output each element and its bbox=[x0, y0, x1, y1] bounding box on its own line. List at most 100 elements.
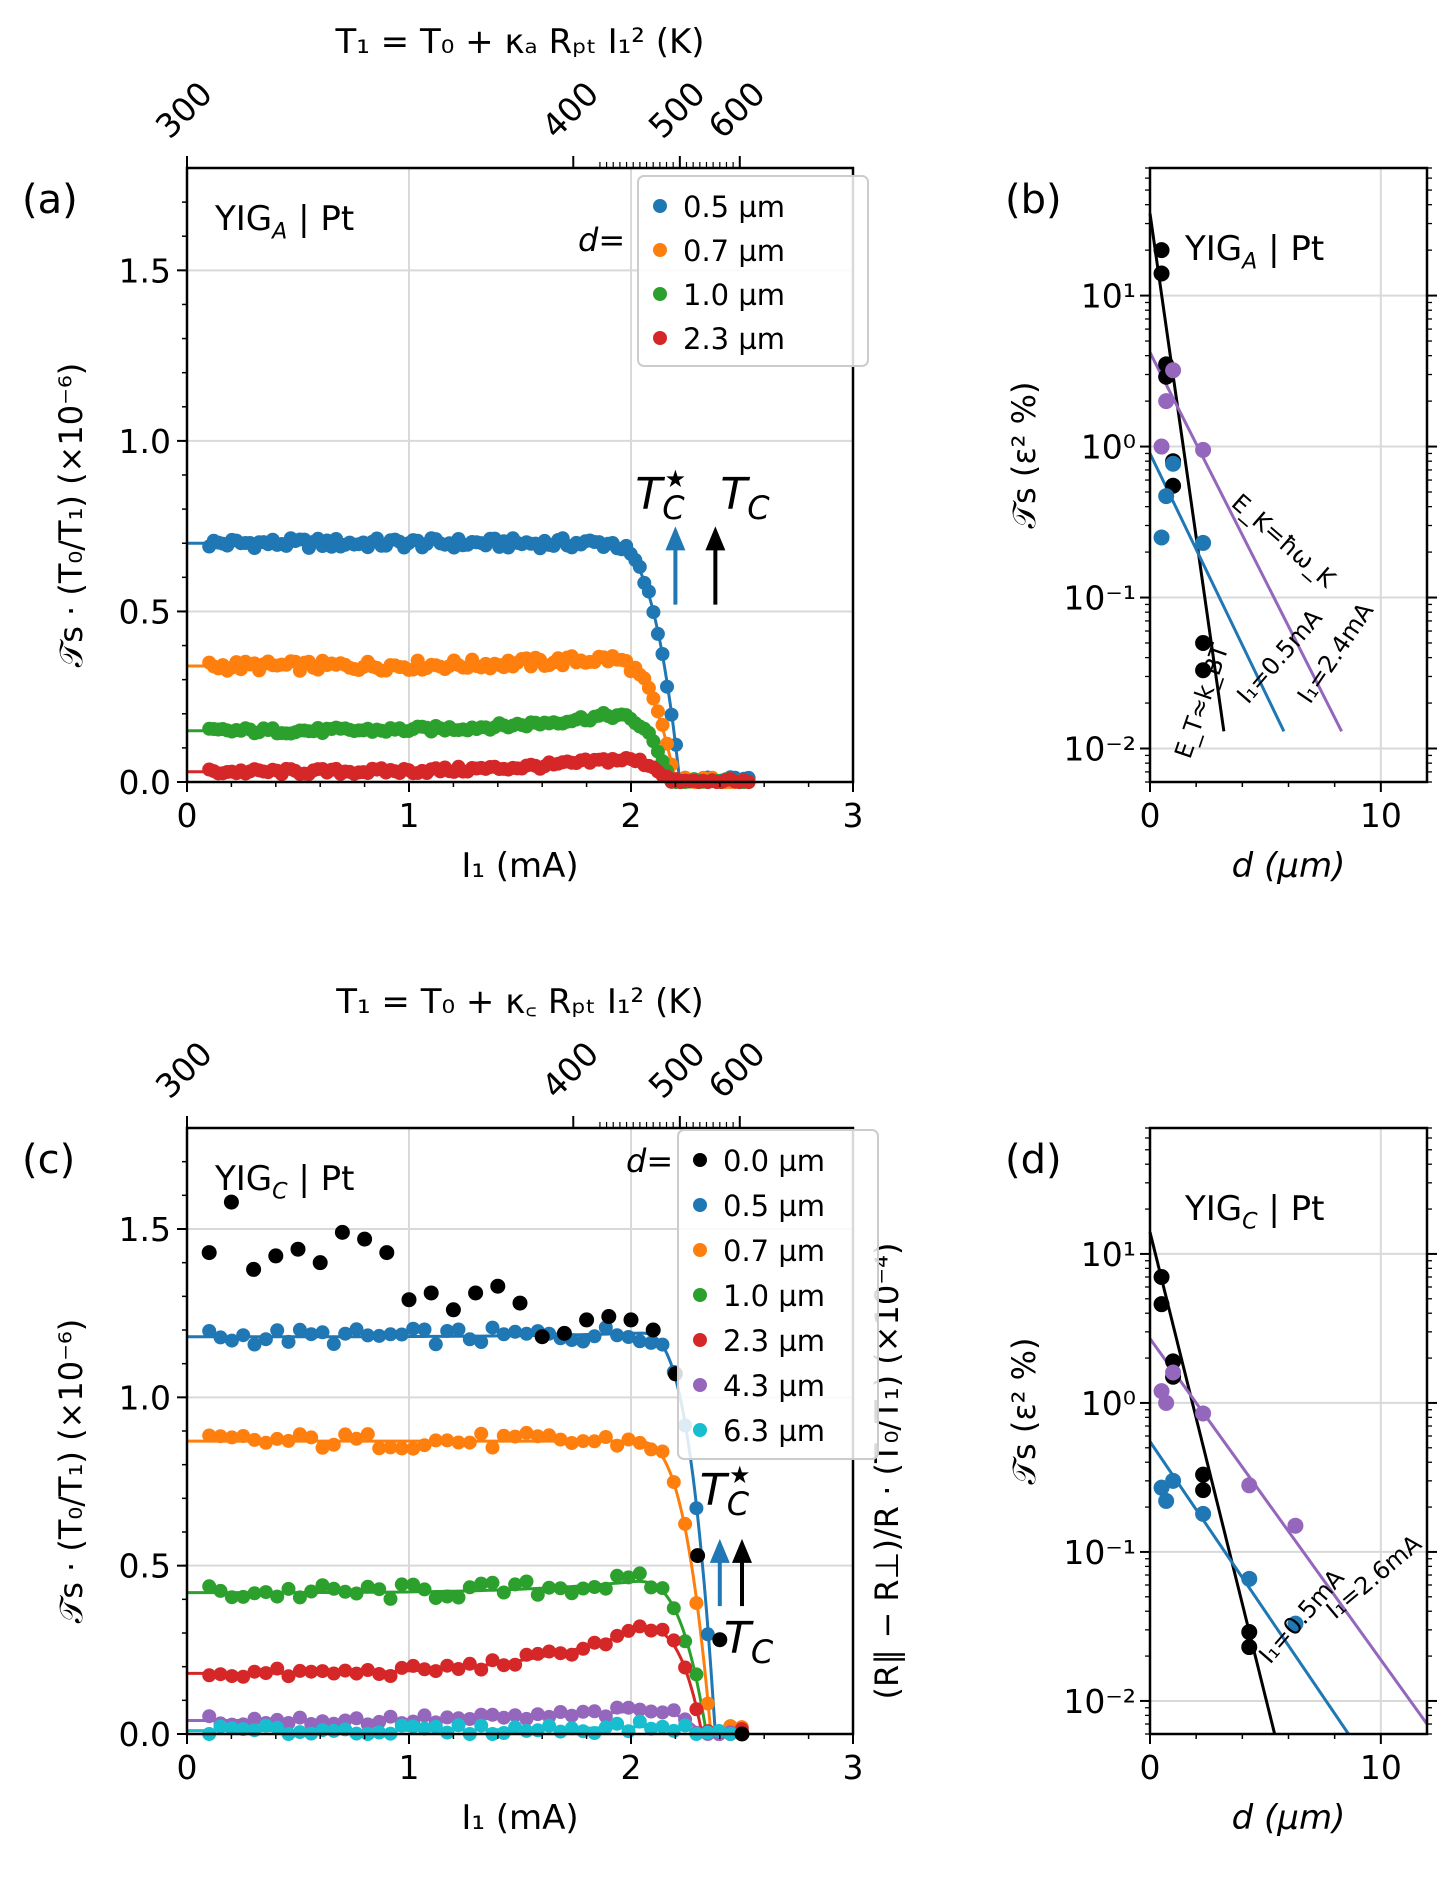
data-point-black bbox=[379, 1245, 395, 1261]
data-point-4 bbox=[360, 1663, 375, 1677]
y-tick-label: 1.0 bbox=[119, 422, 171, 461]
data-point-black bbox=[312, 1255, 328, 1271]
data-point-6 bbox=[564, 1721, 579, 1736]
data-point-4 bbox=[338, 1663, 353, 1678]
data-point-4 bbox=[678, 1660, 693, 1675]
data-point-2 bbox=[1287, 1615, 1304, 1632]
data-point-1 bbox=[315, 1325, 330, 1340]
data-point-1 bbox=[417, 1322, 432, 1337]
y-tick-label: 10⁰ bbox=[1081, 428, 1136, 467]
data-point-1 bbox=[655, 1337, 670, 1352]
data-point-3 bbox=[462, 1580, 477, 1595]
data-point-5 bbox=[553, 1705, 568, 1719]
data-point-1 bbox=[641, 680, 656, 695]
data-point-2 bbox=[326, 1437, 341, 1452]
data-point-3 bbox=[270, 1589, 285, 1604]
y-tick-label: 10⁻¹ bbox=[1063, 1533, 1136, 1572]
x-axis-label: I₁ (mA) bbox=[461, 846, 578, 886]
data-point-2 bbox=[247, 1432, 262, 1447]
data-point-6 bbox=[655, 1719, 670, 1734]
data-point-black bbox=[423, 1285, 439, 1301]
data-point-4 bbox=[304, 1664, 319, 1679]
data-point-2 bbox=[281, 1433, 296, 1448]
data-point-3 bbox=[553, 1581, 568, 1596]
data-point-1 bbox=[304, 1327, 319, 1342]
data-point-4 bbox=[610, 1628, 625, 1643]
data-point-2 bbox=[428, 1433, 443, 1448]
data-point-0 bbox=[660, 679, 674, 694]
data-point-5 bbox=[202, 1709, 217, 1724]
data-point-black bbox=[468, 1285, 484, 1301]
data-point-5 bbox=[496, 1710, 511, 1725]
data-point-black bbox=[268, 1248, 284, 1264]
arrow-head-0 bbox=[709, 1538, 730, 1563]
data-point-3 bbox=[508, 1577, 523, 1592]
data-point-4 bbox=[462, 1656, 477, 1671]
data-point-5 bbox=[508, 1708, 523, 1723]
legend-label-1: 0.7 µm bbox=[683, 234, 785, 268]
data-point-2 bbox=[394, 1441, 409, 1456]
data-point-1 bbox=[1287, 1517, 1304, 1534]
legend-label-6: 6.3 µm bbox=[723, 1414, 825, 1448]
data-point-0 bbox=[632, 559, 647, 574]
data-point-black bbox=[601, 1309, 617, 1325]
data-point-4 bbox=[576, 1641, 591, 1656]
data-point-3 bbox=[644, 1580, 659, 1595]
line-annotation-3: E_T≈k_BT bbox=[1169, 640, 1234, 762]
data-point-2 bbox=[655, 1444, 670, 1459]
data-point-3 bbox=[542, 1580, 557, 1595]
data-point-1 bbox=[610, 1328, 625, 1343]
data-point-0 bbox=[1241, 1639, 1258, 1656]
data-point-1 bbox=[655, 717, 670, 732]
data-point-4 bbox=[655, 1622, 670, 1637]
arrow-head-1 bbox=[705, 526, 726, 551]
data-point-4 bbox=[598, 1637, 613, 1652]
data-point-2 bbox=[485, 1440, 500, 1455]
data-point-5 bbox=[462, 1712, 477, 1726]
legend-label-5: 4.3 µm bbox=[723, 1369, 825, 1403]
data-point-black bbox=[645, 1322, 661, 1338]
line-annotation-0: E_K=ħω_K bbox=[1226, 488, 1342, 594]
y-tick-label: 10⁻² bbox=[1063, 1682, 1136, 1721]
data-point-black bbox=[712, 1632, 728, 1648]
x-tick-label: 2 bbox=[621, 1748, 642, 1787]
data-point-3 bbox=[632, 1566, 647, 1581]
arrow-label-1: TC bbox=[724, 1613, 774, 1671]
data-point-6 bbox=[440, 1725, 455, 1740]
y-tick-label: 0.5 bbox=[119, 592, 171, 631]
data-point-1 bbox=[474, 1335, 489, 1349]
data-point-0 bbox=[1153, 265, 1170, 282]
data-point-4 bbox=[315, 1664, 330, 1679]
data-point-2 bbox=[213, 1429, 228, 1444]
data-point-4 bbox=[530, 1646, 545, 1661]
data-point-1 bbox=[660, 736, 674, 751]
data-point-2 bbox=[258, 1435, 273, 1450]
data-point-2 bbox=[496, 1428, 511, 1443]
data-point-4 bbox=[632, 1619, 647, 1634]
x-tick-label: 2 bbox=[621, 796, 642, 835]
data-point-5 bbox=[292, 1710, 307, 1725]
data-point-2 bbox=[1195, 534, 1212, 551]
data-point-4 bbox=[542, 1644, 557, 1659]
top-tick-label: 500 bbox=[641, 1034, 713, 1106]
data-point-6 bbox=[632, 1714, 647, 1729]
x-tick-label: 10 bbox=[1360, 1748, 1402, 1787]
legend-marker-3 bbox=[653, 331, 667, 345]
data-point-0 bbox=[1195, 1466, 1212, 1483]
data-point-0 bbox=[1153, 1269, 1170, 1286]
x-tick-label: 0 bbox=[177, 1748, 198, 1787]
data-point-5 bbox=[644, 1704, 659, 1719]
data-point-2 bbox=[1241, 1570, 1258, 1587]
data-point-6 bbox=[508, 1720, 523, 1735]
x-tick-label: 3 bbox=[843, 1748, 864, 1787]
data-point-0 bbox=[1153, 1296, 1170, 1313]
data-point-3 bbox=[519, 1574, 534, 1589]
legend-label-0: 0.0 µm bbox=[723, 1144, 825, 1178]
data-point-black bbox=[290, 1241, 306, 1257]
data-point-2 bbox=[530, 1429, 545, 1444]
data-point-black bbox=[579, 1312, 595, 1328]
legend-marker-1 bbox=[693, 1198, 707, 1212]
data-point-1 bbox=[247, 1337, 262, 1352]
x-axis-label: I₁ (mA) bbox=[461, 1798, 578, 1838]
legend-box bbox=[677, 1129, 879, 1460]
